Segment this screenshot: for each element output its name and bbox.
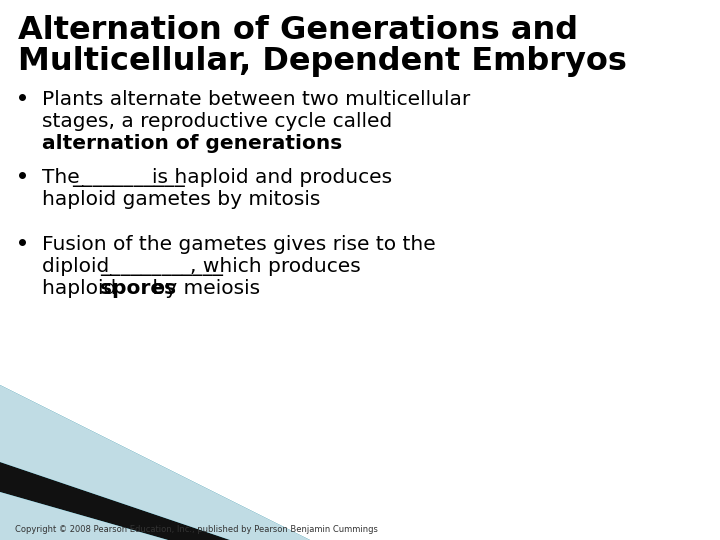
Polygon shape (0, 492, 168, 540)
Polygon shape (0, 462, 230, 540)
Text: haploid gametes by mitosis: haploid gametes by mitosis (42, 190, 320, 209)
Text: stages, a reproductive cycle called: stages, a reproductive cycle called (42, 112, 392, 131)
Text: Alternation of Generations and: Alternation of Generations and (18, 15, 578, 46)
Text: , which produces: , which produces (190, 257, 361, 276)
Text: ____________: ____________ (100, 257, 223, 276)
Text: diploid: diploid (42, 257, 116, 276)
Text: spores: spores (100, 279, 176, 298)
Polygon shape (0, 385, 310, 540)
Text: The: The (42, 168, 86, 187)
Polygon shape (0, 385, 310, 540)
Text: Fusion of the gametes gives rise to the: Fusion of the gametes gives rise to the (42, 235, 436, 254)
Text: haploid: haploid (42, 279, 122, 298)
Text: Multicellular, Dependent Embryos: Multicellular, Dependent Embryos (18, 46, 627, 77)
Text: is haploid and produces: is haploid and produces (152, 168, 392, 187)
Text: by meiosis: by meiosis (146, 279, 260, 298)
Text: Plants alternate between two multicellular: Plants alternate between two multicellul… (42, 90, 470, 109)
Text: alternation of generations: alternation of generations (42, 134, 342, 153)
Text: ___________: ___________ (72, 168, 185, 187)
Text: Copyright © 2008 Pearson Education, Inc., published by Pearson Benjamin Cummings: Copyright © 2008 Pearson Education, Inc.… (15, 525, 378, 534)
